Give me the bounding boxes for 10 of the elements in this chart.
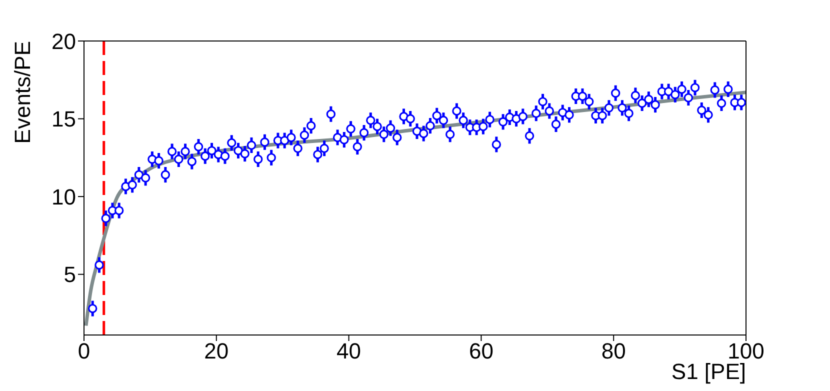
x-tick-label: 80 — [601, 338, 626, 364]
x-tick-label: 40 — [336, 338, 362, 364]
y-tick-label: 15 — [52, 106, 76, 132]
x-tick-label: 20 — [204, 338, 229, 364]
y-tick-label: 10 — [52, 184, 76, 210]
x-tick-label: 60 — [468, 338, 494, 364]
y-tick-label: 5 — [64, 262, 76, 288]
y-tick-label: 20 — [52, 28, 76, 54]
y-axis-title: Events/PE — [10, 41, 35, 144]
x-tick-label: 0 — [78, 338, 90, 364]
